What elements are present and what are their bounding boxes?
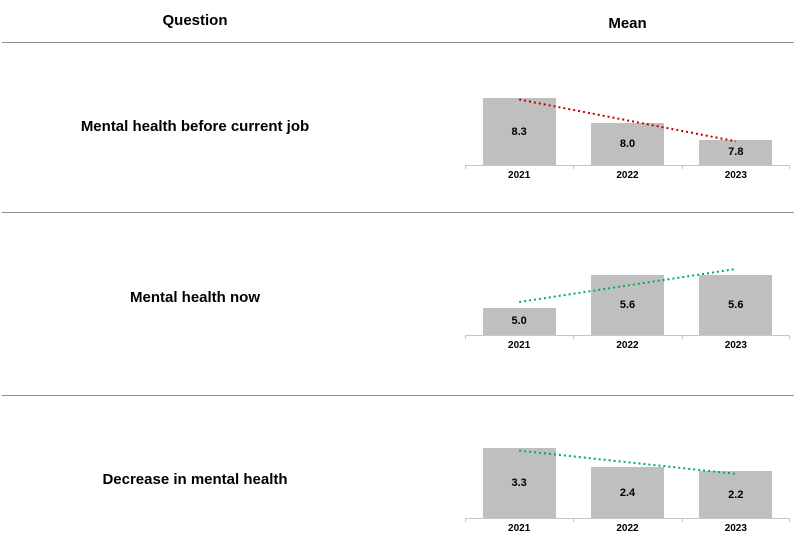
header-divider	[2, 42, 794, 43]
question-label-2: Mental health now	[129, 289, 260, 306]
x-axis-label: 2023	[724, 340, 747, 351]
x-axis-label: 2022	[616, 170, 639, 181]
bar-value-label: 5.6	[728, 298, 744, 311]
axis-tick	[789, 335, 790, 339]
bar-value-label: 7.8	[728, 146, 744, 159]
bar-chart-mental-health-now: 5.0 2021 5.6 2022 5.6 2023	[465, 258, 790, 351]
question-label-1: Mental health before current job	[80, 118, 310, 135]
x-axis-label: 2022	[616, 340, 639, 351]
x-axis-label: 2021	[508, 170, 531, 181]
axis-tick	[465, 335, 466, 339]
axis-tick	[681, 165, 683, 169]
x-axis-label: 2023	[724, 523, 747, 534]
bar-2023: 2.2	[699, 471, 773, 518]
axis-tick	[681, 518, 683, 522]
row-divider	[2, 212, 794, 213]
bar-value-label: 3.3	[511, 477, 527, 490]
x-axis	[465, 518, 790, 519]
bar-chart-decrease-mental-health: 3.3 2021 2.4 2022 2.2 2023	[465, 446, 790, 534]
bar-value-label: 5.0	[511, 315, 527, 328]
bar-2021: 5.0	[482, 307, 556, 335]
axis-tick	[681, 335, 683, 339]
bar-2023: 7.8	[699, 139, 773, 165]
x-axis-label: 2021	[508, 340, 531, 351]
x-axis	[465, 165, 790, 166]
x-axis-label: 2023	[724, 170, 747, 181]
bar-2023: 5.6	[699, 274, 773, 335]
axis-tick	[465, 165, 466, 169]
bar-value-label: 8.0	[619, 138, 636, 151]
row-divider	[2, 395, 794, 396]
axis-tick	[789, 165, 790, 169]
question-label-3: Decrease in mental health	[102, 471, 288, 488]
x-axis-label: 2022	[616, 523, 639, 534]
axis-tick	[573, 335, 575, 339]
bar-value-label: 5.6	[619, 298, 636, 311]
axis-tick	[789, 518, 790, 522]
bar-2021: 3.3	[482, 448, 556, 518]
bar-2022: 5.6	[591, 274, 664, 335]
axis-tick	[573, 518, 575, 522]
x-axis-label: 2021	[508, 523, 531, 534]
bar-value-label: 2.2	[728, 488, 744, 501]
bar-value-label: 2.4	[619, 486, 636, 499]
axis-tick	[573, 165, 575, 169]
bar-chart-mental-health-before: 8.3 2021 8.0 2022 7.8 2023	[465, 73, 790, 181]
axis-tick	[465, 518, 466, 522]
column-header-question: Question	[162, 12, 228, 29]
x-axis	[465, 335, 790, 336]
bar-2022: 2.4	[591, 467, 664, 518]
column-header-mean: Mean	[608, 15, 647, 32]
bar-2022: 8.0	[591, 123, 664, 165]
bar-value-label: 8.3	[511, 125, 527, 138]
bar-2021: 8.3	[482, 98, 556, 165]
